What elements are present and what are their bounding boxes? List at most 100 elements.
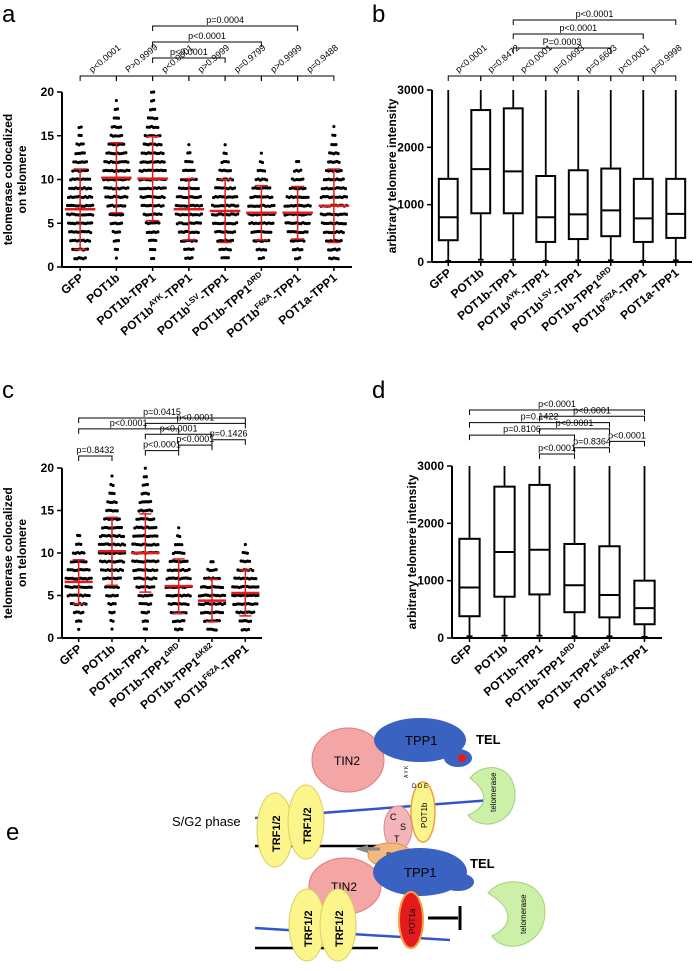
data-point: [145, 482, 150, 487]
data-point: [211, 560, 215, 564]
tel-domain-bottom: [442, 873, 474, 891]
data-point: [256, 593, 260, 597]
data-point: [87, 239, 92, 243]
data-point: [230, 178, 235, 182]
sig-label: p=0.9998: [648, 43, 683, 75]
sig-label: p=0.8364: [573, 437, 611, 447]
y-tick-label: 0: [47, 631, 54, 645]
data-point: [152, 90, 156, 94]
y-tick-label: 10: [41, 546, 55, 560]
sig-label: p=0.6603: [583, 43, 618, 75]
sig-label: p<0.0001: [559, 23, 597, 33]
y-tick-label: 1000: [397, 198, 424, 212]
sig-bracket: [188, 75, 226, 81]
sig-label: p=0.0004: [206, 15, 244, 25]
trf-label-top-2: TRF1/2: [302, 807, 314, 844]
panel-letter-c: c: [2, 377, 14, 404]
data-point: [194, 239, 198, 243]
sig-label: p<0.0001: [160, 423, 198, 433]
pp-arrow: [355, 845, 368, 853]
sig-bracket: [469, 422, 610, 428]
data-point: [196, 186, 200, 191]
data-point: [191, 247, 195, 251]
sig-bracket: [469, 434, 575, 441]
data-point: [152, 98, 156, 102]
data-point: [159, 143, 163, 147]
data-point: [232, 186, 237, 190]
data-point: [185, 559, 189, 563]
sig-label: p<0.0001: [176, 434, 214, 444]
pot1a-shape: [398, 891, 424, 949]
data-point: [243, 542, 247, 547]
data-point: [308, 204, 312, 208]
pot1a-label: POT1a: [408, 908, 417, 934]
data-point: [118, 125, 123, 129]
box: [470, 109, 492, 215]
data-point: [161, 151, 165, 156]
sig-bracket: [78, 417, 246, 423]
data-point: [220, 611, 225, 615]
data-point: [217, 619, 221, 623]
data-point: [199, 203, 204, 208]
box: [598, 545, 621, 619]
data-point: [188, 577, 192, 581]
data-point: [336, 257, 340, 261]
y-tick-label: 0: [437, 631, 444, 645]
y-tick-label: 15: [41, 129, 55, 143]
data-point: [245, 551, 250, 555]
data-point: [334, 142, 338, 147]
cst-c-label: C: [390, 812, 397, 822]
sig-bracket: [574, 447, 610, 453]
y-tick-label: 20: [41, 461, 55, 475]
data-point: [230, 238, 235, 242]
data-point: [235, 195, 239, 199]
data-point: [337, 160, 341, 165]
data-point: [110, 627, 114, 631]
tel-label-top: TEL: [476, 732, 501, 747]
data-point: [194, 177, 198, 181]
tin2-label-top: TIN2: [334, 754, 360, 768]
telomerase-shape-top: [467, 767, 516, 825]
data-point: [90, 221, 94, 225]
data-point: [126, 160, 130, 164]
sig-label: p<0.0001: [176, 412, 214, 422]
data-point: [152, 585, 156, 589]
x-category-label: GFP: [57, 642, 85, 669]
box: [437, 177, 459, 242]
data-point: [228, 169, 232, 173]
data-point: [182, 551, 186, 555]
data-point: [146, 492, 151, 496]
data-point: [198, 221, 203, 225]
data-point: [158, 134, 162, 138]
data-point: [89, 186, 93, 191]
data-point: [156, 559, 160, 563]
sig-bracket: [152, 25, 299, 31]
sig-label: p>0.9999: [268, 43, 303, 75]
data-point: [87, 177, 92, 181]
diagram-e: S/G2 phase TIN2 TRF1/2 TRF1/2 TPP1 TEL t…: [172, 718, 546, 962]
data-point: [235, 221, 239, 225]
telomerase-label-bottom: telomerase: [519, 894, 528, 934]
y-axis-label: telomerase colocalized: [1, 114, 15, 245]
data-point: [177, 526, 181, 530]
tin2-shape-top: [311, 727, 385, 793]
sig-label: p=0.8432: [76, 445, 114, 455]
data-point: [272, 203, 276, 208]
sig-label: p<0.0001: [518, 43, 553, 75]
data-point: [184, 611, 188, 615]
data-point: [117, 230, 122, 234]
box: [535, 175, 557, 243]
data-point: [143, 466, 147, 470]
data-point: [190, 256, 194, 260]
box: [567, 169, 589, 241]
sig-bracket: [297, 75, 335, 81]
data-point: [268, 186, 272, 190]
trf-shape-top-2: [287, 784, 325, 860]
sig-label: p=0.9488: [305, 43, 340, 75]
data-point: [190, 160, 194, 164]
sig-bracket: [115, 75, 154, 81]
data-point: [265, 178, 269, 182]
sig-bracket: [152, 41, 262, 47]
data-point: [79, 125, 83, 129]
data-point: [186, 602, 190, 607]
